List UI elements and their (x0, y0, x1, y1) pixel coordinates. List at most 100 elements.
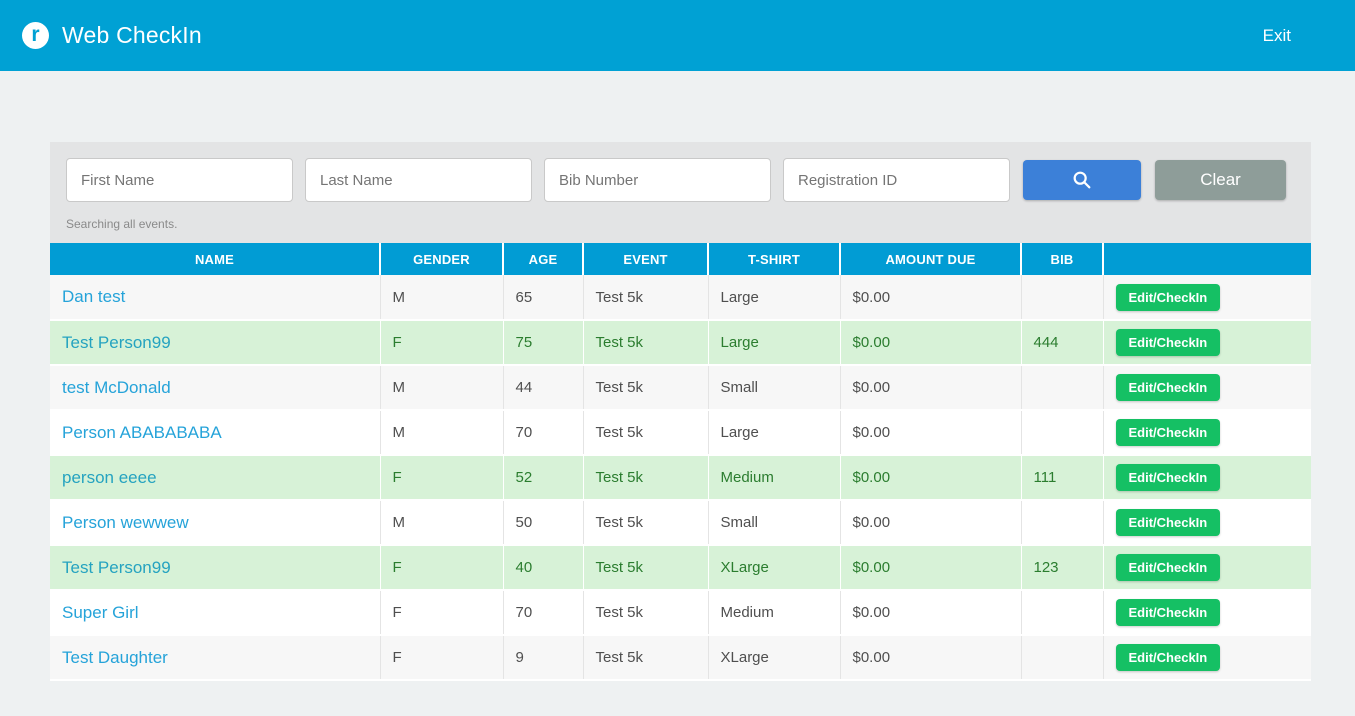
registrant-name-link[interactable]: test McDonald (50, 365, 381, 411)
cell-action: Edit/CheckIn (1103, 275, 1311, 321)
cell-event: Test 5k (583, 455, 709, 501)
cell-age: 75 (503, 320, 584, 366)
clear-button[interactable]: Clear (1155, 160, 1286, 200)
registrant-name-link[interactable]: person eeee (50, 455, 381, 501)
cell-tshirt: Small (708, 500, 841, 546)
edit-checkin-button[interactable]: Edit/CheckIn (1115, 374, 1221, 401)
cell-action: Edit/CheckIn (1103, 590, 1311, 636)
bib-number-input[interactable] (544, 158, 771, 202)
search-panel: Clear Searching all events. (50, 142, 1311, 243)
cell-event: Test 5k (583, 590, 709, 636)
cell-age: 44 (503, 365, 584, 411)
column-header-bib: BIB (1021, 243, 1104, 275)
edit-checkin-button[interactable]: Edit/CheckIn (1115, 509, 1221, 536)
cell-bib (1021, 500, 1104, 546)
table-row: Test Daughter F 9 Test 5k XLarge $0.00 E… (50, 635, 1311, 681)
cell-amount-due: $0.00 (840, 545, 1022, 591)
cell-gender: F (380, 590, 504, 636)
column-header-gender: GENDER (380, 243, 504, 275)
column-header-t-shirt: T-SHIRT (708, 243, 841, 275)
cell-bib (1021, 635, 1104, 681)
cell-bib (1021, 410, 1104, 456)
cell-event: Test 5k (583, 635, 709, 681)
cell-gender: F (380, 635, 504, 681)
cell-age: 65 (503, 275, 584, 321)
cell-event: Test 5k (583, 410, 709, 456)
edit-checkin-button[interactable]: Edit/CheckIn (1115, 554, 1221, 581)
registrant-name-link[interactable]: Person ABABABABA (50, 410, 381, 456)
cell-event: Test 5k (583, 545, 709, 591)
cell-action: Edit/CheckIn (1103, 320, 1311, 366)
cell-gender: F (380, 455, 504, 501)
cell-action: Edit/CheckIn (1103, 410, 1311, 456)
cell-tshirt: XLarge (708, 545, 841, 591)
cell-tshirt: Small (708, 365, 841, 411)
edit-checkin-button[interactable]: Edit/CheckIn (1115, 283, 1221, 311)
cell-tshirt: XLarge (708, 635, 841, 681)
cell-age: 40 (503, 545, 584, 591)
table-row: Super Girl F 70 Test 5k Medium $0.00 Edi… (50, 590, 1311, 636)
cell-gender: M (380, 500, 504, 546)
edit-checkin-button[interactable]: Edit/CheckIn (1115, 644, 1221, 671)
cell-event: Test 5k (583, 500, 709, 546)
table-row: Person ABABABABA M 70 Test 5k Large $0.0… (50, 410, 1311, 456)
registrant-name-link[interactable]: Test Daughter (50, 635, 381, 681)
cell-age: 52 (503, 455, 584, 501)
cell-event: Test 5k (583, 275, 709, 321)
cell-tshirt: Medium (708, 455, 841, 501)
column-header-name: NAME (50, 243, 381, 275)
edit-checkin-button[interactable]: Edit/CheckIn (1115, 599, 1221, 626)
column-header-amount-due: AMOUNT DUE (840, 243, 1022, 275)
registrant-name-link[interactable]: Super Girl (50, 590, 381, 636)
registrant-name-link[interactable]: Test Person99 (50, 545, 381, 591)
search-status-text: Searching all events. (66, 217, 178, 231)
cell-amount-due: $0.00 (840, 320, 1022, 366)
cell-event: Test 5k (583, 365, 709, 411)
cell-amount-due: $0.00 (840, 590, 1022, 636)
app-title: Web CheckIn (62, 22, 202, 48)
search-button[interactable] (1023, 160, 1141, 200)
registrant-name-link[interactable]: Dan test (50, 275, 381, 321)
magnifier-icon (1073, 171, 1091, 189)
table-body: Dan test M 65 Test 5k Large $0.00 Edit/C… (50, 275, 1311, 681)
cell-bib: 444 (1021, 320, 1104, 366)
cell-bib: 123 (1021, 545, 1104, 591)
cell-amount-due: $0.00 (840, 455, 1022, 501)
table-row: person eeee F 52 Test 5k Medium $0.00 11… (50, 455, 1311, 501)
exit-link[interactable]: Exit (1262, 25, 1291, 45)
search-fields-row: Clear (66, 158, 1295, 202)
registration-id-input[interactable] (783, 158, 1010, 202)
cell-age: 70 (503, 410, 584, 456)
edit-checkin-button[interactable]: Edit/CheckIn (1115, 419, 1221, 446)
cell-bib (1021, 365, 1104, 411)
cell-action: Edit/CheckIn (1103, 365, 1311, 411)
table-header: NAME GENDER AGE EVENT T-SHIRT AMOUNT DUE BIB (50, 243, 1311, 275)
edit-checkin-button[interactable]: Edit/CheckIn (1115, 464, 1221, 491)
cell-gender: F (380, 545, 504, 591)
first-name-input[interactable] (66, 158, 293, 202)
cell-amount-due: $0.00 (840, 365, 1022, 411)
registrant-name-link[interactable]: Person wewwew (50, 500, 381, 546)
edit-checkin-button[interactable]: Edit/CheckIn (1115, 329, 1221, 356)
cell-gender: F (380, 320, 504, 366)
cell-amount-due: $0.00 (840, 275, 1022, 321)
top-app-bar: r Web CheckIn Exit (0, 0, 1355, 71)
table-row: Test Person99 F 75 Test 5k Large $0.00 4… (50, 320, 1311, 366)
column-header-age: AGE (503, 243, 584, 275)
cell-age: 70 (503, 590, 584, 636)
cell-gender: M (380, 275, 504, 321)
cell-action: Edit/CheckIn (1103, 635, 1311, 681)
cell-age: 9 (503, 635, 584, 681)
cell-amount-due: $0.00 (840, 635, 1022, 681)
cell-tshirt: Large (708, 320, 841, 366)
cell-tshirt: Large (708, 275, 841, 321)
cell-action: Edit/CheckIn (1103, 455, 1311, 501)
registrants-table: NAME GENDER AGE EVENT T-SHIRT AMOUNT DUE BIB D… (50, 243, 1311, 681)
registrant-name-link[interactable]: Test Person99 (50, 320, 381, 366)
table-row: Person wewwew M 50 Test 5k Small $0.00 E… (50, 500, 1311, 546)
column-header-event: EVENT (583, 243, 709, 275)
last-name-input[interactable] (305, 158, 532, 202)
cell-amount-due: $0.00 (840, 410, 1022, 456)
cell-bib (1021, 275, 1104, 321)
column-header-actions (1103, 243, 1311, 275)
